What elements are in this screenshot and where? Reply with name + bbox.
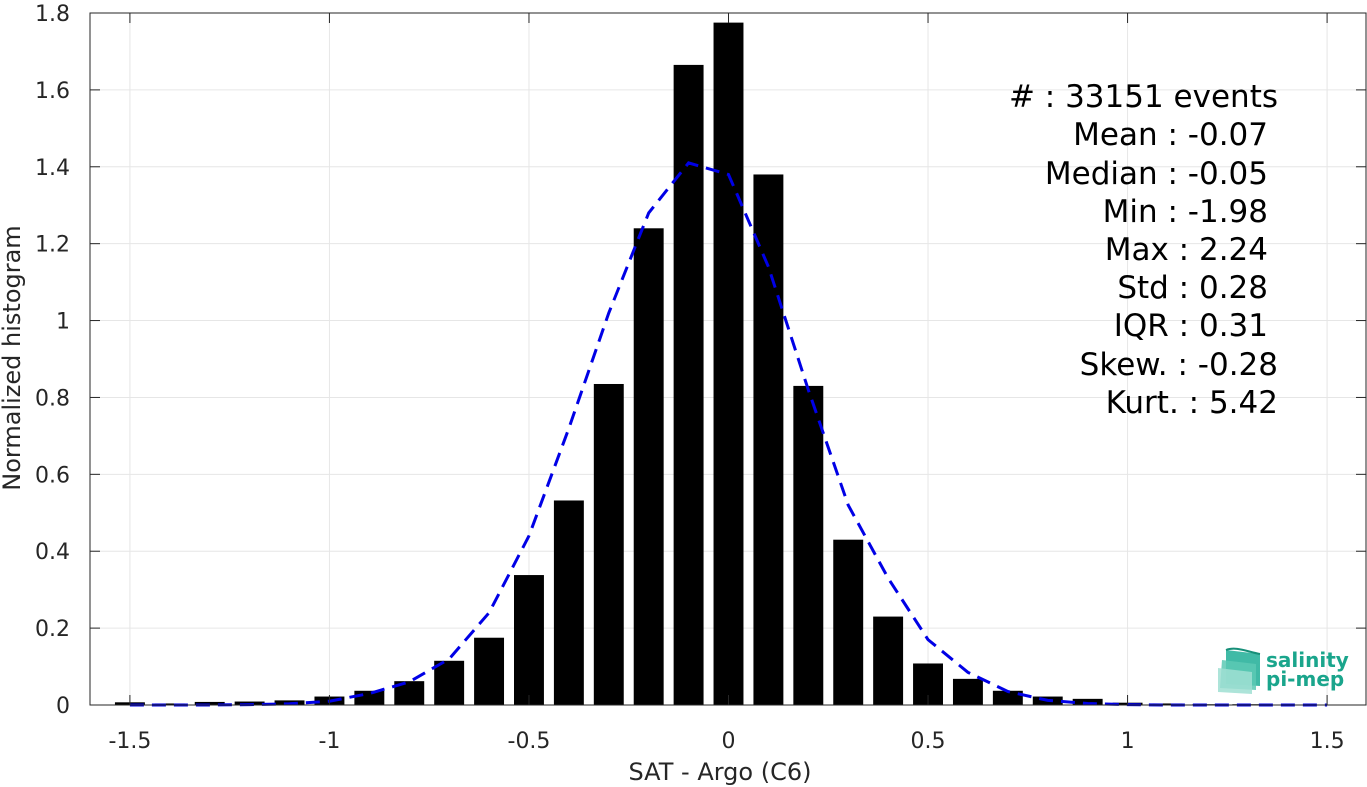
salinity-pi-mep-logo: salinity pi-mep [1218,647,1349,694]
histogram-bar [593,383,624,705]
stat-max: Max : 2.24 [1105,232,1268,268]
y-axis-label: Normalized histogram [0,225,26,490]
y-tick-label: 1.2 [35,233,70,258]
histogram-bar [1072,698,1103,705]
logo-text-line1: salinity [1266,648,1349,672]
stat-kurt: Kurt. : 5.42 [1106,385,1278,421]
histogram-bar [873,616,904,705]
y-tick-label: 1.4 [35,156,70,181]
x-tick-label: -1 [318,729,340,754]
y-axis-ticks: 0 0.2 0.4 0.6 0.8 1 1.2 1.4 1.6 1.8 [35,2,1366,719]
histogram-bar [1152,703,1183,705]
stat-skew: Skew. : -0.28 [1080,347,1278,383]
histogram-bar [194,701,225,705]
histogram-bar [514,575,544,705]
histogram-bar [793,385,824,705]
histogram-bar [434,660,465,705]
y-tick-label: 0.8 [35,386,70,411]
x-tick-label: 0.5 [911,729,946,754]
wave-logo-icon [1218,647,1261,694]
histogram-bar [354,690,385,705]
histogram-bar [394,681,425,705]
y-tick-label: 0.6 [35,463,70,488]
histogram-bar [553,500,584,705]
histogram-bar [154,703,185,705]
histogram-bar [713,22,744,706]
x-tick-label: -1.5 [108,729,151,754]
stat-median: Median : -0.05 [1045,156,1268,192]
stat-mean: Mean : -0.07 [1073,117,1268,153]
logo-text-line2: pi-mep [1266,667,1344,691]
y-tick-label: 1 [56,310,70,335]
x-tick-label: -0.5 [508,729,551,754]
histogram-bar [952,678,983,705]
histogram-bar [633,228,664,706]
y-tick-label: 0 [56,694,70,719]
histogram-bar [992,690,1023,705]
histogram-bar [833,539,864,705]
statistics-box: # : 33151 events Mean : -0.07 Median : -… [1009,79,1278,421]
stat-min: Min : -1.98 [1103,194,1268,230]
stat-std: Std : 0.28 [1117,270,1268,306]
x-axis-ticks: -1.5 -1 -0.5 0 0.5 1 1.5 [108,13,1345,754]
stat-iqr: IQR : 0.31 [1114,308,1268,344]
stat-events: # : 33151 events [1009,79,1278,115]
y-tick-label: 0.2 [35,617,70,642]
x-tick-label: 0 [722,729,736,754]
y-tick-label: 1.8 [35,2,70,27]
histogram-bar [673,64,704,705]
histogram-bar [474,637,505,705]
histogram-bars [114,22,1343,706]
histogram-bar [753,174,784,705]
y-tick-label: 0.4 [35,540,70,565]
x-tick-label: 1 [1121,729,1135,754]
y-tick-label: 1.6 [35,79,70,104]
x-axis-label: SAT - Argo (C6) [629,758,812,786]
x-tick-label: 1.5 [1310,729,1345,754]
